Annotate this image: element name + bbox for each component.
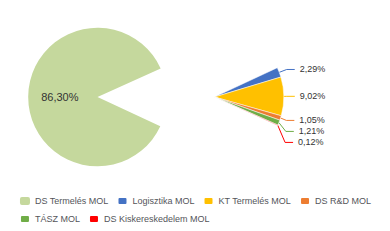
svg-text:2,29%: 2,29% xyxy=(300,64,326,74)
svg-text:0,12%: 0,12% xyxy=(298,137,324,147)
svg-text:Logisztika MOL: Logisztika MOL xyxy=(132,196,194,206)
svg-text:DS R&D MOL: DS R&D MOL xyxy=(315,196,371,206)
svg-text:DS Kiskereskedelem MOL: DS Kiskereskedelem MOL xyxy=(104,214,210,224)
svg-text:1,21%: 1,21% xyxy=(299,126,325,136)
svg-text:86,30%: 86,30% xyxy=(41,91,79,103)
svg-text:KT Termelés MOL: KT Termelés MOL xyxy=(219,196,291,206)
svg-text:TÁSZ MOL: TÁSZ MOL xyxy=(35,214,80,224)
svg-text:9,02%: 9,02% xyxy=(300,91,326,101)
svg-text:1,05%: 1,05% xyxy=(299,115,325,125)
svg-text:DS Termelés MOL: DS Termelés MOL xyxy=(35,196,108,206)
